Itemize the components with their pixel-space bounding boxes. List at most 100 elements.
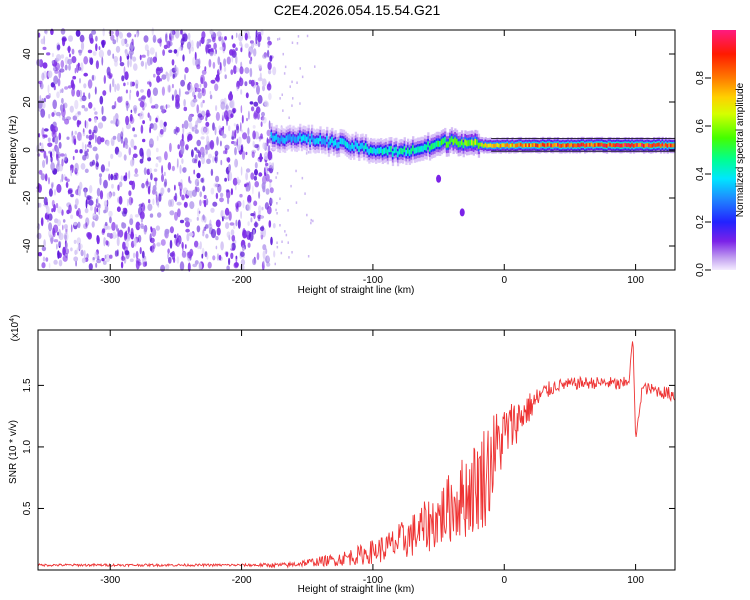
noise-speckle [72, 135, 76, 145]
noise-speckle [63, 103, 65, 113]
noise-speckle [231, 99, 235, 109]
y-tick-label: 0.5 [22, 501, 33, 515]
noise-speckle [92, 146, 98, 152]
signal-cell [656, 142, 659, 147]
signal-cell [395, 146, 398, 153]
noise-speckle [104, 221, 108, 227]
noise-speckle [77, 120, 82, 125]
noise-speckle [137, 234, 142, 243]
noise-speckle [236, 86, 239, 92]
spectrogram-x-label: Height of straight line (km) [298, 285, 415, 296]
noise-speckle [109, 83, 112, 93]
noise-speckle [288, 256, 290, 259]
noise-speckle [119, 181, 123, 188]
noise-speckle [70, 247, 73, 252]
signal-cell [376, 147, 379, 154]
noise-speckle [215, 75, 220, 83]
noise-speckle [219, 192, 224, 198]
noise-speckle [282, 109, 284, 112]
noise-speckle [135, 83, 139, 89]
noise-speckle [124, 71, 129, 81]
noise-speckle [262, 250, 266, 259]
noise-speckle [141, 151, 144, 161]
noise-speckle [240, 251, 245, 257]
noise-speckle [176, 126, 180, 133]
noise-speckle [120, 96, 123, 102]
noise-speckle [237, 181, 240, 186]
noise-speckle [201, 233, 205, 237]
noise-speckle [246, 117, 248, 122]
noise-speckle [107, 49, 112, 56]
noise-speckle [128, 196, 133, 206]
noise-speckle [209, 90, 212, 95]
noise-speckle [165, 264, 170, 270]
signal-cell [447, 141, 450, 148]
noise-speckle [37, 252, 43, 257]
noise-speckle [101, 115, 107, 122]
noise-speckle [166, 73, 170, 82]
signal-cell [278, 137, 282, 144]
noise-speckle [235, 67, 240, 73]
signal-cell [607, 142, 610, 147]
noise-speckle [52, 125, 56, 135]
noise-speckle [235, 32, 238, 38]
noise-speckle [139, 54, 142, 61]
signal-cell [459, 141, 462, 148]
noise-speckle [53, 75, 59, 85]
signal-cell [324, 139, 327, 146]
noise-speckle [130, 81, 133, 87]
noise-speckle [59, 89, 62, 94]
noise-speckle [38, 133, 41, 138]
noise-speckle [84, 120, 87, 128]
noise-speckle [269, 181, 272, 190]
noise-speckle [79, 78, 81, 84]
noise-speckle [224, 207, 230, 216]
noise-speckle [223, 215, 226, 220]
noise-speckle [69, 105, 74, 113]
noise-speckle [77, 243, 83, 250]
noise-speckle [266, 255, 270, 262]
signal-cell [482, 143, 486, 148]
noise-speckle [239, 193, 243, 198]
noise-speckle [234, 129, 237, 139]
signal-cell [423, 144, 427, 151]
signal-cell [435, 140, 438, 147]
noise-speckle [95, 43, 98, 52]
noise-speckle [253, 222, 259, 228]
noise-speckle [258, 64, 262, 69]
noise-speckle [150, 172, 153, 181]
signal-cell [322, 138, 326, 145]
noise-speckle [269, 187, 274, 194]
noise-speckle [152, 185, 157, 192]
signal-cell [354, 140, 358, 147]
noise-speckle [42, 256, 46, 262]
noise-speckle [174, 184, 176, 191]
noise-speckle [244, 81, 248, 87]
noise-speckle [246, 135, 251, 144]
snr-scale-base: (x10 [10, 321, 21, 341]
noise-speckle [57, 250, 60, 259]
noise-speckle [180, 145, 185, 155]
noise-speckle [250, 79, 255, 87]
noise-speckle [130, 109, 133, 114]
noise-speckle [194, 240, 199, 248]
noise-speckle [252, 258, 257, 266]
noise-speckle [305, 152, 308, 155]
noise-speckle [260, 230, 264, 236]
noise-speckle [60, 54, 65, 59]
signal-cell [476, 139, 479, 146]
noise-speckle [96, 207, 99, 213]
noise-speckle [187, 262, 191, 272]
noise-speckle [112, 39, 117, 45]
noise-speckle [229, 222, 235, 226]
noise-speckle [155, 147, 159, 153]
noise-speckle [204, 126, 210, 135]
noise-speckle [79, 181, 83, 190]
noise-speckle [267, 43, 270, 49]
signal-cell [344, 140, 347, 147]
noise-speckle [74, 130, 78, 135]
signal-cell [562, 143, 565, 148]
noise-speckle [149, 115, 152, 122]
signal-cell [563, 143, 567, 148]
noise-speckle [233, 141, 238, 146]
